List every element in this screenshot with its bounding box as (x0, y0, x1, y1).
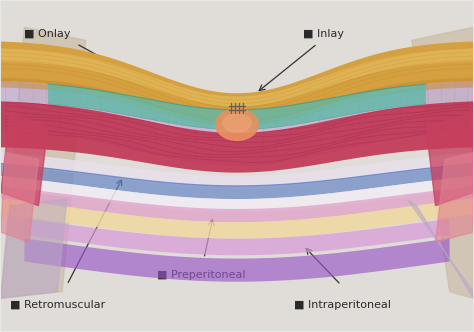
Polygon shape (0, 186, 474, 222)
Polygon shape (0, 27, 86, 298)
Polygon shape (0, 153, 38, 242)
Polygon shape (0, 48, 474, 107)
Polygon shape (0, 42, 474, 123)
Polygon shape (412, 27, 474, 298)
Polygon shape (0, 78, 474, 126)
Polygon shape (0, 199, 67, 298)
Polygon shape (0, 152, 474, 189)
Polygon shape (0, 101, 474, 173)
Polygon shape (426, 113, 474, 206)
Text: ■ Inlay: ■ Inlay (303, 29, 344, 39)
Text: ■ Retromuscular: ■ Retromuscular (10, 300, 105, 310)
Text: ■ Intraperitoneal: ■ Intraperitoneal (294, 300, 391, 310)
Polygon shape (0, 1, 474, 149)
Polygon shape (24, 238, 450, 282)
Polygon shape (24, 219, 450, 255)
Polygon shape (436, 153, 474, 242)
Text: ■ Preperitoneal: ■ Preperitoneal (156, 270, 245, 280)
Polygon shape (0, 176, 474, 212)
Ellipse shape (216, 109, 258, 140)
Ellipse shape (223, 114, 251, 132)
Text: ■ Onlay: ■ Onlay (24, 29, 71, 39)
Polygon shape (0, 163, 474, 199)
Polygon shape (48, 84, 426, 129)
Polygon shape (0, 113, 48, 206)
Polygon shape (0, 80, 474, 166)
Polygon shape (407, 199, 474, 298)
Polygon shape (0, 198, 474, 239)
